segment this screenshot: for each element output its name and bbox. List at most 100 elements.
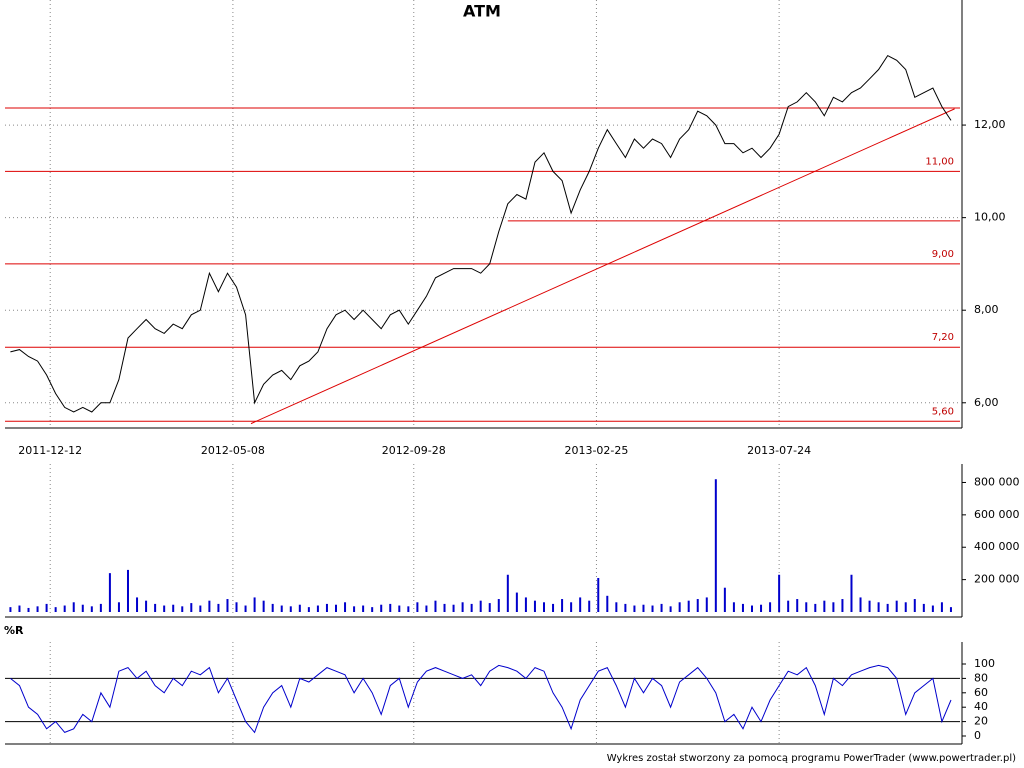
volume-bar bbox=[506, 574, 509, 612]
y-tick-label: 800 000 bbox=[974, 475, 1020, 488]
volume-bar bbox=[515, 592, 518, 612]
volume-bar bbox=[841, 599, 844, 612]
volume-bar bbox=[280, 605, 283, 612]
volume-bar bbox=[325, 603, 328, 612]
panel-title: %R bbox=[4, 624, 24, 637]
volume-bar bbox=[190, 603, 193, 612]
volume-bar bbox=[931, 605, 934, 612]
volume-bar bbox=[805, 602, 808, 612]
volume-bar bbox=[497, 599, 500, 612]
volume-bar bbox=[298, 604, 301, 612]
volume-bar bbox=[416, 602, 419, 612]
volume-bar bbox=[796, 599, 799, 612]
volume-bar bbox=[913, 599, 916, 612]
volume-bar bbox=[99, 603, 102, 612]
volume-bar bbox=[542, 602, 545, 612]
volume-bar bbox=[940, 602, 943, 612]
volume-bar bbox=[461, 602, 464, 612]
trend-line bbox=[250, 108, 955, 425]
volume-bar bbox=[235, 602, 238, 612]
volume-bar bbox=[27, 607, 30, 612]
volume-bar bbox=[624, 603, 627, 612]
volume-bar bbox=[741, 603, 744, 612]
y-tick-label: 8,00 bbox=[974, 303, 999, 316]
volume-bar bbox=[814, 603, 817, 612]
footer: Wykres został stworzony za pomocą progra… bbox=[607, 753, 1016, 764]
volume-bar bbox=[678, 602, 681, 612]
level-label: 7,20 bbox=[932, 332, 954, 343]
x-tick-label: 2012-09-28 bbox=[382, 444, 446, 457]
volume-bar bbox=[54, 607, 57, 612]
volume-bar bbox=[353, 606, 356, 612]
y-tick-label: 12,00 bbox=[974, 118, 1006, 131]
volume-bar bbox=[769, 602, 772, 612]
volume-bar bbox=[524, 597, 527, 612]
volume-bar bbox=[9, 607, 12, 612]
y-tick-label: 6,00 bbox=[974, 396, 999, 409]
level-label: 9,00 bbox=[932, 249, 954, 260]
volume-bar bbox=[398, 605, 401, 612]
volume-bar bbox=[181, 606, 184, 612]
volume-bar bbox=[136, 597, 139, 612]
y-tick-label: 400 000 bbox=[974, 540, 1020, 553]
volume-bar bbox=[714, 479, 717, 612]
volume-bar bbox=[787, 600, 790, 612]
volume-bar bbox=[615, 602, 618, 612]
volume-bar bbox=[45, 603, 48, 612]
x-tick-label: 2011-12-12 bbox=[18, 444, 82, 457]
y-tick-label: 600 000 bbox=[974, 508, 1020, 521]
volume-bar bbox=[199, 605, 202, 612]
volume-bar bbox=[443, 603, 446, 612]
volume-bar bbox=[407, 606, 410, 612]
x-tick-label: 2013-02-25 bbox=[564, 444, 628, 457]
volume-bar bbox=[344, 602, 347, 612]
level-label: 5,60 bbox=[932, 406, 954, 417]
volume-bar bbox=[949, 607, 952, 612]
volume-bar bbox=[108, 573, 111, 612]
volume-bar bbox=[669, 606, 672, 612]
volume-bar bbox=[172, 604, 175, 612]
volume-bar bbox=[877, 602, 880, 612]
volume-bar bbox=[732, 602, 735, 612]
price-line bbox=[10, 54, 952, 413]
volume-bar bbox=[334, 604, 337, 612]
y-tick-label: 0 bbox=[974, 729, 981, 742]
volume-bar bbox=[651, 605, 654, 612]
volume-bar bbox=[90, 606, 93, 612]
volume-bar bbox=[642, 604, 645, 612]
y-tick-label: 100 bbox=[974, 657, 995, 670]
volume-bar bbox=[868, 600, 871, 612]
volume-bar bbox=[145, 600, 148, 612]
volume-bar bbox=[750, 605, 753, 612]
volume-bar bbox=[660, 603, 663, 612]
volume-bar bbox=[904, 602, 907, 612]
y-tick-label: 60 bbox=[974, 686, 988, 699]
volume-bar bbox=[36, 606, 39, 612]
x-tick-label: 2013-07-24 bbox=[747, 444, 811, 457]
volume-bar bbox=[389, 603, 392, 612]
volume-bar bbox=[126, 569, 129, 612]
volume-bar bbox=[606, 595, 609, 612]
volume-bar bbox=[425, 605, 428, 612]
y-tick-label: 200 000 bbox=[974, 573, 1020, 586]
y-tick-label: 20 bbox=[974, 715, 988, 728]
volume-bar bbox=[723, 587, 726, 612]
volume-bar bbox=[452, 604, 455, 612]
volume-bar bbox=[371, 607, 374, 612]
volume-bar bbox=[778, 574, 781, 612]
level-label: 11,00 bbox=[925, 156, 954, 167]
volume-bar bbox=[696, 599, 699, 612]
volume-bar bbox=[823, 600, 826, 612]
volume-bar bbox=[859, 597, 862, 612]
volume-bar bbox=[470, 603, 473, 612]
volume-bar bbox=[316, 605, 319, 612]
volume-bar bbox=[479, 600, 482, 612]
volume-bar bbox=[380, 604, 383, 612]
volume-bar bbox=[588, 600, 591, 612]
volume-bar bbox=[117, 602, 120, 612]
volume-bar bbox=[271, 603, 274, 612]
y-tick-label: 40 bbox=[974, 700, 988, 713]
y-tick-label: 80 bbox=[974, 671, 988, 684]
